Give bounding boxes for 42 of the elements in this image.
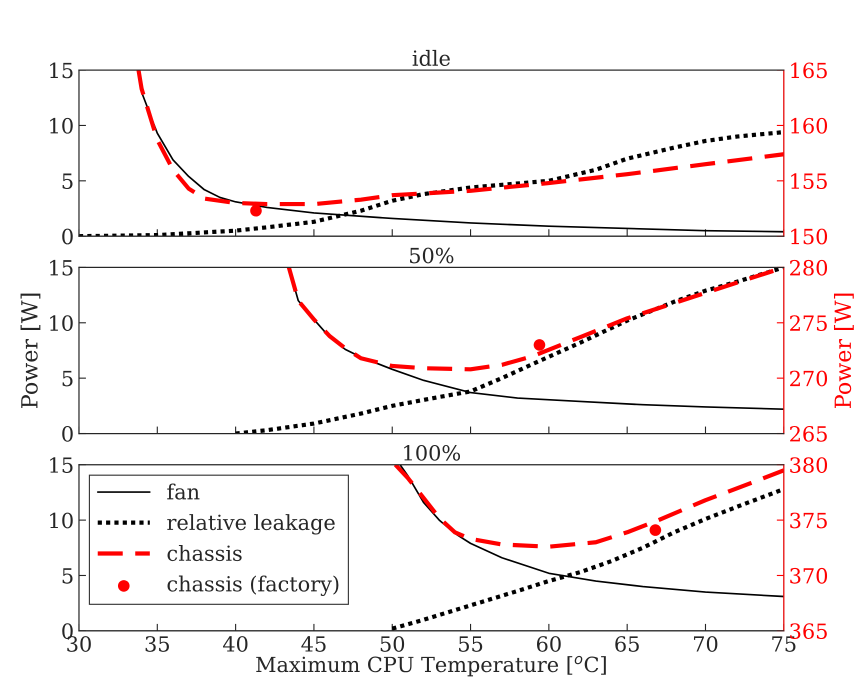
y-tick-label: 15: [50, 62, 73, 78]
y-tick-label: 5: [62, 568, 73, 584]
line-series: [393, 464, 784, 549]
y2-tick-label: 370: [790, 568, 828, 584]
x-axis-title: Maximum CPU Temperature [$^{o}$C]: [256, 656, 606, 676]
x-tick-label: 35: [146, 636, 169, 652]
chart-title: 50%: [410, 248, 454, 264]
y-tick-label: 15: [50, 457, 73, 473]
y2-tick-label: 380: [790, 457, 828, 473]
y-tick-label: 10: [50, 315, 73, 331]
y-axis-title: Power [W]: [20, 294, 40, 408]
x-tick-label: 50: [380, 636, 404, 652]
y-tick-label: 0: [62, 228, 73, 244]
legend-label: relative leakage: [167, 514, 335, 535]
y2-tick-label: 265: [790, 426, 827, 442]
x-tick-label: 55: [459, 636, 482, 652]
x-tick-label: 40: [223, 636, 248, 652]
y-tick-label: 0: [62, 426, 73, 442]
x-tick-label: 60: [537, 636, 561, 652]
y2-tick-label: 155: [791, 173, 827, 190]
y2-tick-label: 270: [790, 370, 828, 386]
y-tick-label: 10: [50, 118, 73, 134]
y-tick-label: 5: [62, 370, 73, 386]
line-series: [234, 267, 784, 434]
y-tick-label: 15: [50, 260, 73, 276]
chart-title: idle: [412, 50, 450, 66]
x-tick-label: 45: [301, 636, 326, 652]
y2-tick-label: 160: [791, 118, 828, 134]
legend-label: chassis: [168, 544, 242, 562]
y2-tick-label: 375: [790, 512, 827, 528]
x-tick-label: 65: [615, 636, 639, 652]
chart-title: 100%: [404, 444, 460, 461]
y2-axis-title: Power [W]: [834, 294, 854, 408]
y2-tick-label: 150: [791, 228, 828, 244]
legend-label: chassis (factory): [168, 576, 338, 596]
x-tick-label: 70: [694, 636, 718, 652]
y-tick-label: 5: [62, 174, 73, 190]
legend-label: fan: [167, 484, 200, 500]
y2-tick-label: 275: [790, 315, 827, 331]
y2-tick-label: 165: [791, 62, 827, 78]
y-tick-label: 10: [50, 512, 73, 528]
y2-tick-label: 280: [790, 260, 828, 276]
